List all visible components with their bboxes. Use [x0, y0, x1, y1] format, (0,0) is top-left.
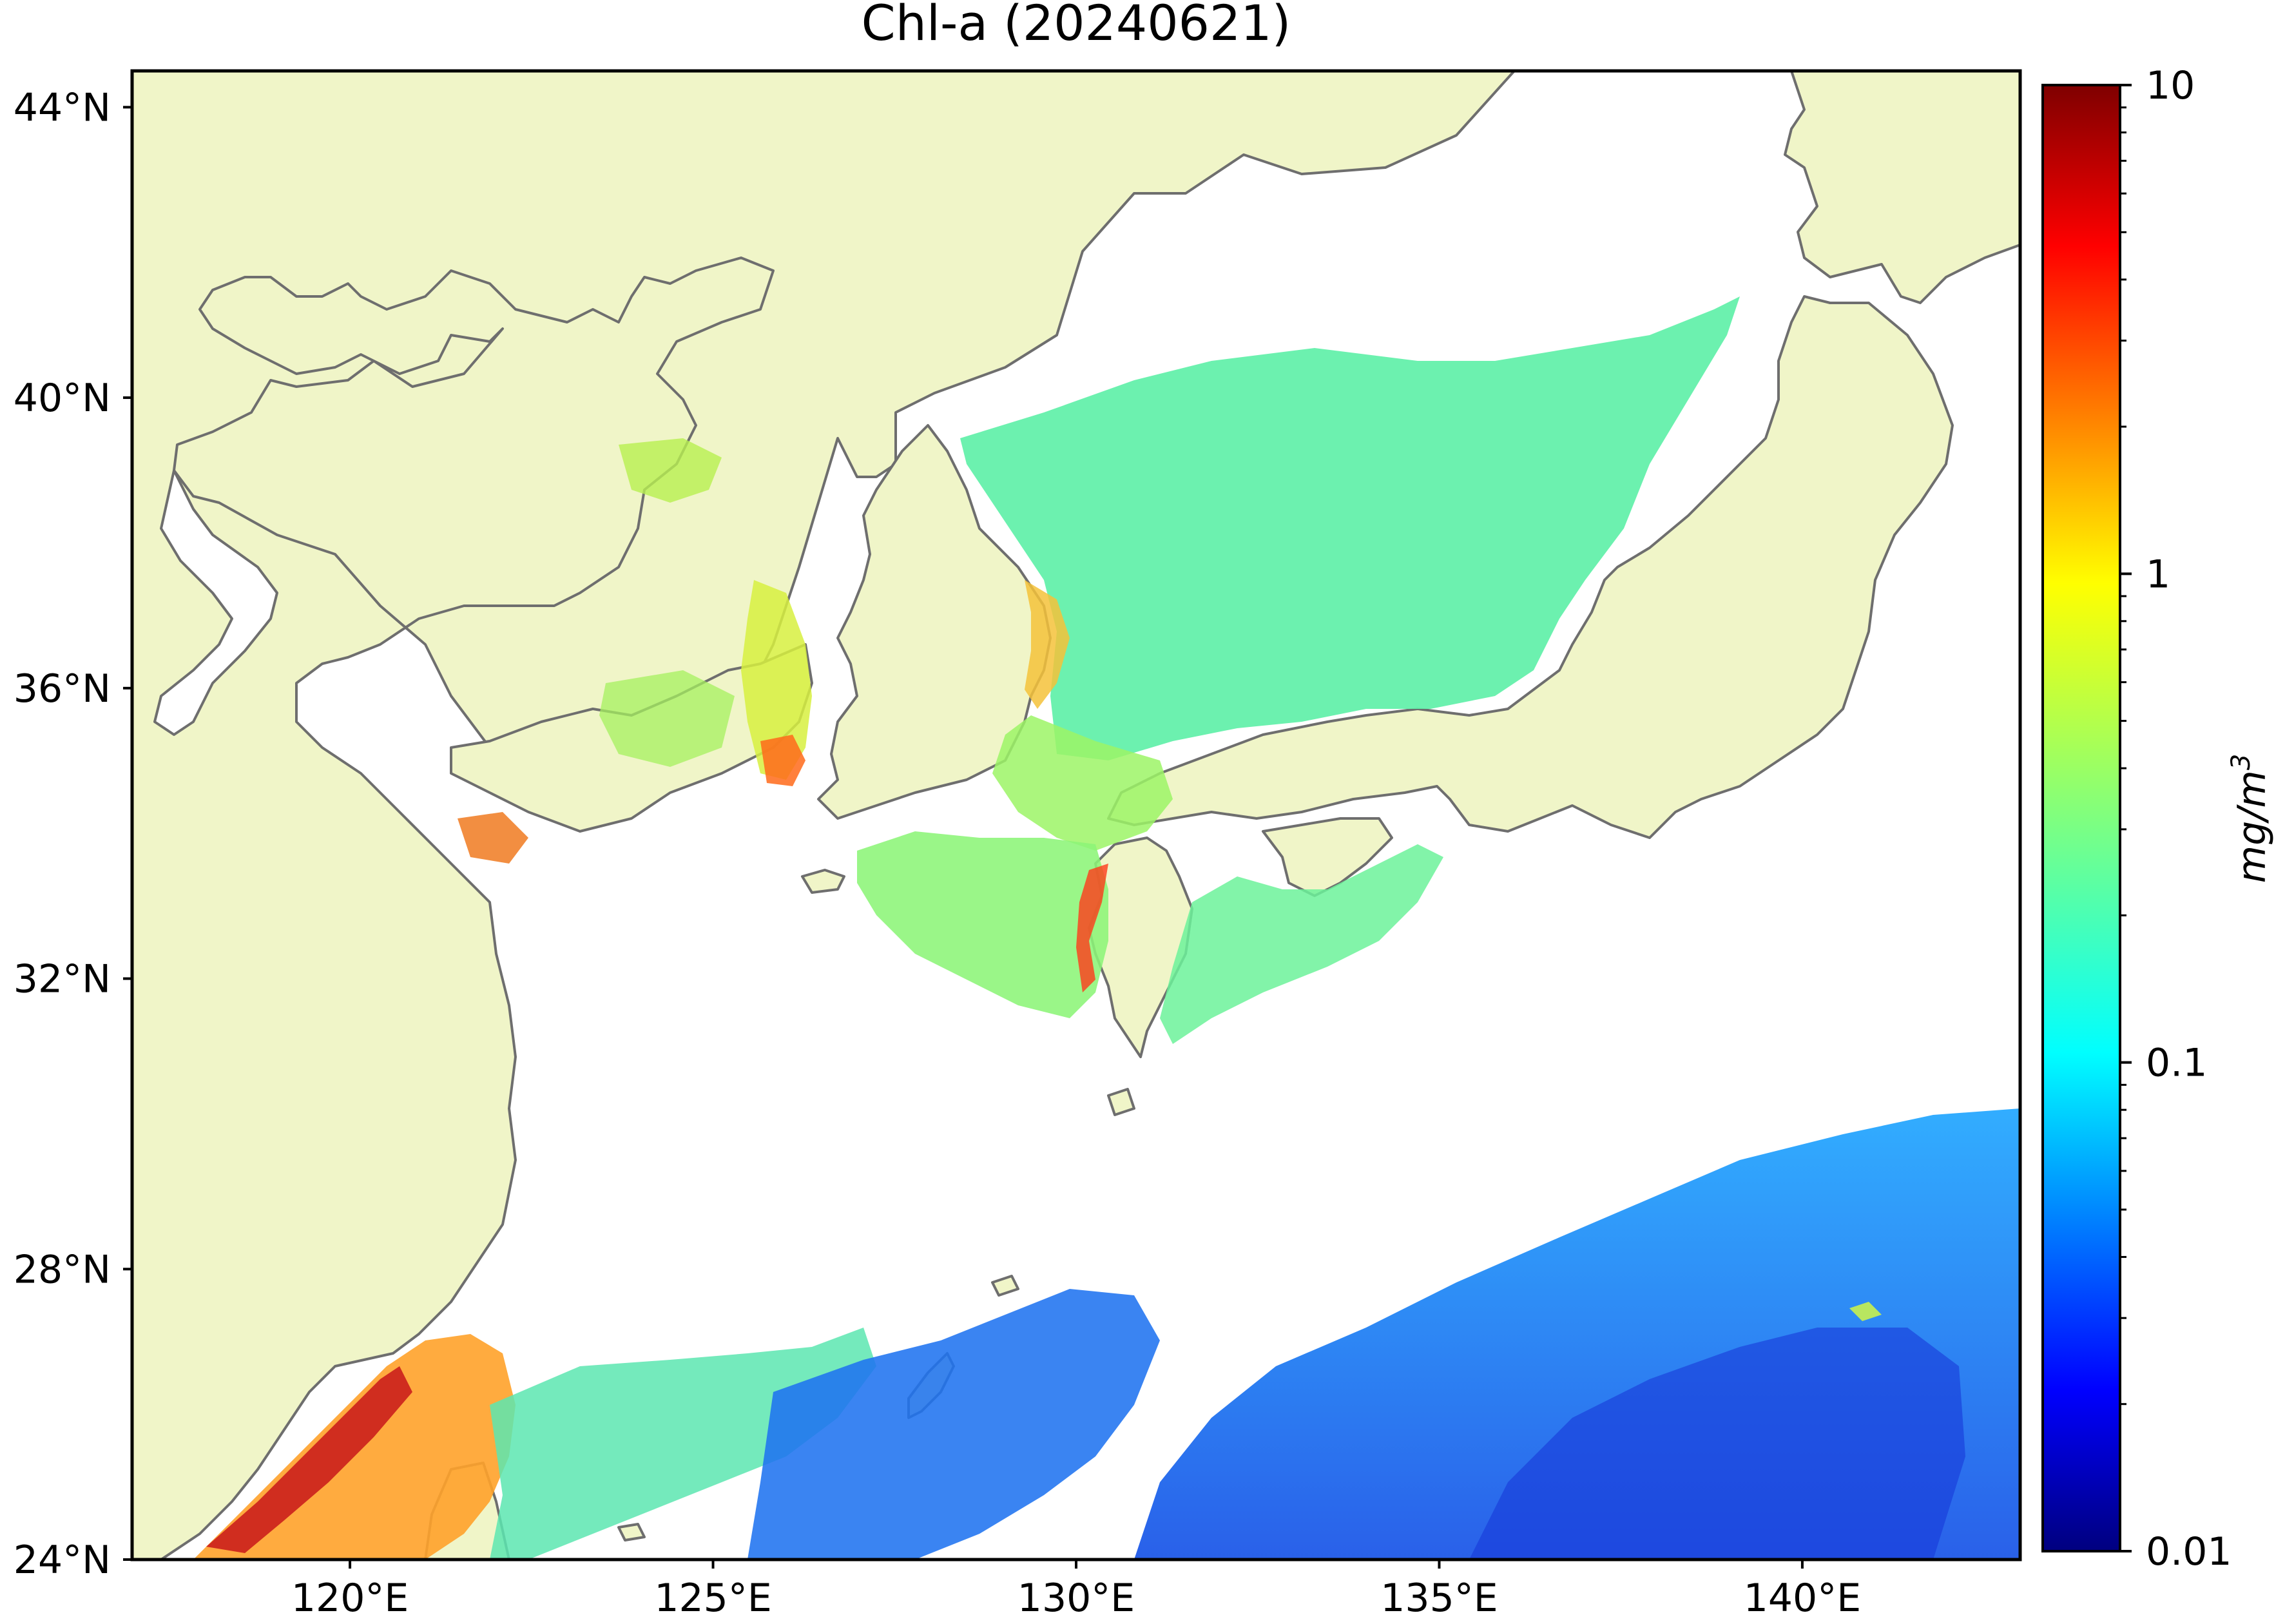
jeju-island [801, 869, 845, 894]
sea-of-japan-chl-patch [960, 296, 1740, 760]
lat-tick-label: 28°N [14, 1247, 111, 1292]
kyushu-coastal-high-chl [1076, 864, 1108, 992]
lat-tick-label: 36°N [14, 666, 111, 711]
latitude-axis: 44°N 40°N 36°N 32°N 28°N 24°N [14, 85, 132, 1583]
tanegashima-yakushima [1107, 1088, 1135, 1116]
shikoku [1262, 817, 1393, 897]
colorbar-tick-label: 1 [2146, 552, 2170, 597]
yellow-sea-east-patch [741, 580, 812, 780]
jiangsu-coast-high-chl [458, 812, 528, 864]
lon-tick-label: 135°E [1380, 1576, 1498, 1621]
honshu [1107, 295, 1954, 839]
colorbar-gradient [2043, 85, 2120, 1551]
hokkaido-sakhalin [1784, 71, 2020, 304]
lon-tick-label: 140°E [1744, 1576, 1861, 1621]
miyako-island [617, 1523, 646, 1542]
longitude-axis: 120°E 125°E 130°E 135°E 140°E [291, 1560, 1861, 1621]
pacific-off-shikoku-patch [1160, 844, 1443, 1044]
yellow-sea-high-chl-spot [760, 735, 805, 786]
liaodong-bohai-shore [153, 469, 278, 736]
lat-tick-label: 40°N [14, 376, 111, 421]
amami-island [991, 1275, 1019, 1297]
lat-tick-label: 24°N [14, 1538, 111, 1583]
east-china-sea-south-patch [490, 1328, 876, 1560]
colorbar-unit-label: mg/m3 [2226, 754, 2275, 884]
yellow-sea-west-patch [599, 670, 735, 767]
colorbar-ticks: 10 1 0.1 0.01 [2120, 63, 2232, 1574]
chlorophyll-data-layer [193, 296, 2020, 1560]
colorbar-unit-exponent: 3 [2226, 754, 2256, 770]
philippine-sea-deep-blue [1469, 1328, 1965, 1560]
bohai-patch [619, 438, 722, 503]
colorbar: 10 1 0.1 0.01 mg/m3 [2041, 63, 2275, 1574]
lon-tick-label: 125°E [654, 1576, 771, 1621]
fujian-coast-very-high-chl [206, 1366, 412, 1553]
east-china-sea-north-patch [857, 831, 1108, 1018]
colorbar-unit-base: mg/m [2230, 770, 2275, 883]
lat-tick-label: 44°N [14, 85, 111, 130]
colorbar-tick-label: 0.01 [2146, 1529, 2232, 1574]
pacific-green-filament [1849, 1302, 1882, 1321]
colorbar-tick-label: 10 [2146, 63, 2195, 108]
lat-tick-label: 32°N [14, 957, 111, 1002]
korea-strait-chl-patch [992, 715, 1173, 851]
lon-tick-label: 120°E [291, 1576, 409, 1621]
map-title: Chl-a (20240621) [862, 0, 1291, 52]
korea-east-coast-high-chl [1025, 580, 1070, 709]
lon-tick-label: 130°E [1017, 1576, 1135, 1621]
map-panel [132, 71, 2020, 1560]
colorbar-frame [2041, 84, 2121, 1552]
ryukyu-pacific-patch [747, 1289, 1160, 1560]
colorbar-tick-label: 0.1 [2146, 1041, 2207, 1086]
